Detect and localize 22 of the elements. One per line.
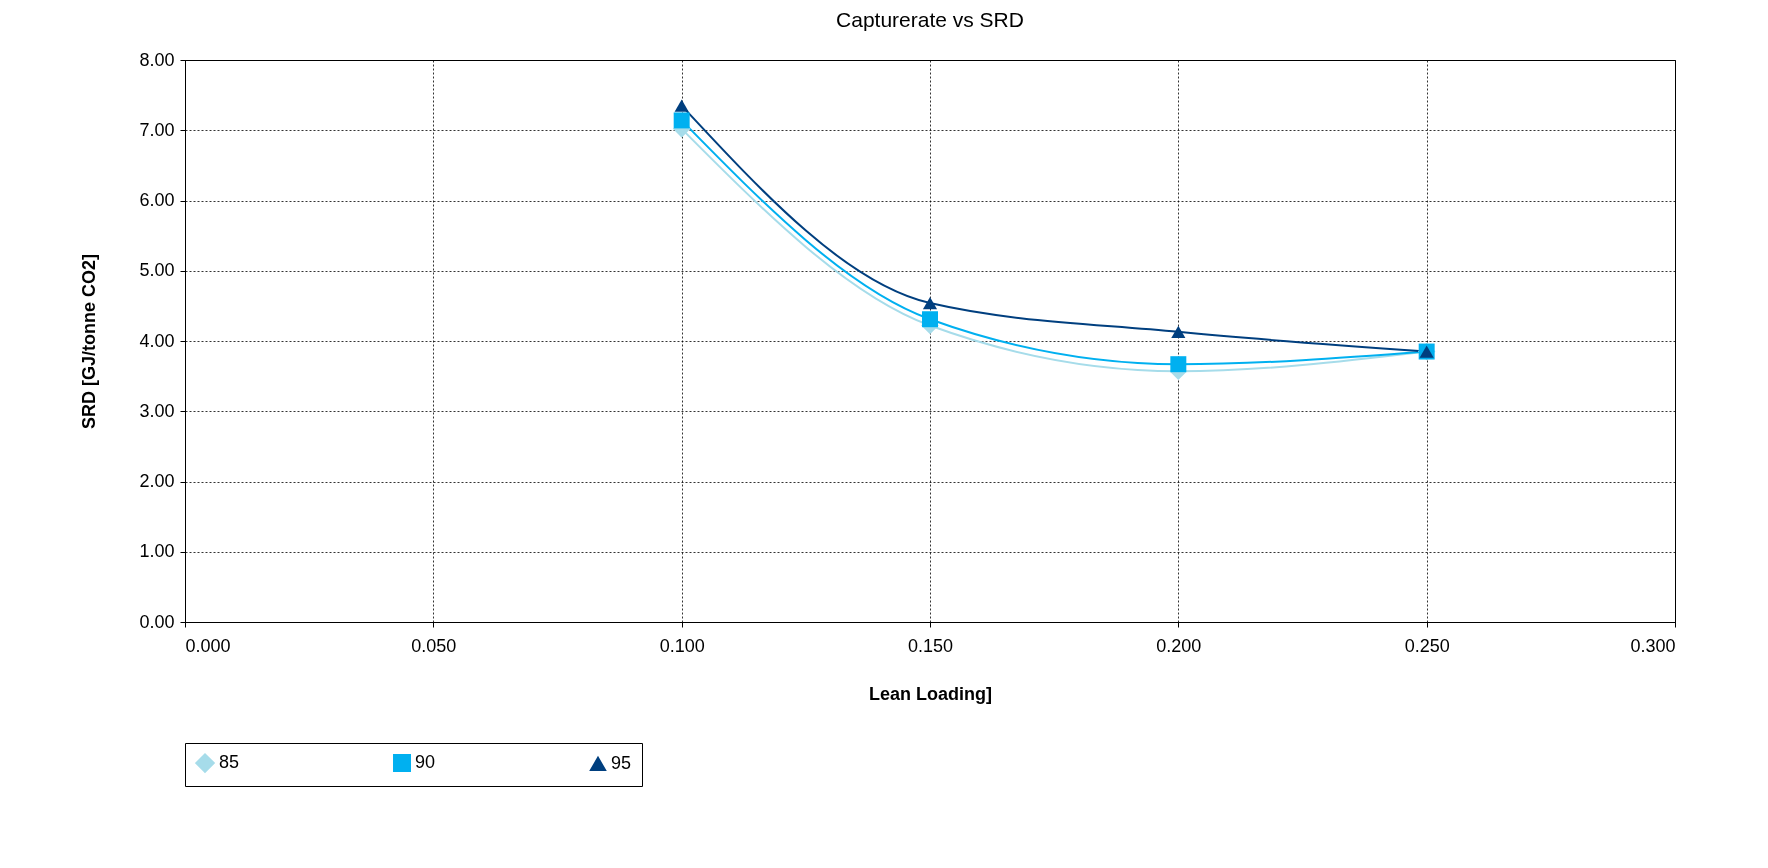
y-tick-label: 5.00 <box>139 260 175 281</box>
y-tick-label: 6.00 <box>139 190 175 210</box>
x-axis-title: Lean Loading] <box>869 683 992 704</box>
x-tick-label: 0.150 <box>907 635 954 656</box>
x-tick-label: 0.250 <box>1404 635 1450 656</box>
y-tick-label: 1.00 <box>139 541 175 562</box>
y-tick-label: 4.00 <box>139 330 175 351</box>
x-tick-label: 0.050 <box>411 635 457 656</box>
y-tick-label: 3.00 <box>139 400 175 421</box>
y-axis-title: SRD [GJ/tonne CO2] <box>79 253 100 430</box>
y-tick-label: 2.00 <box>139 471 175 491</box>
x-tick-label: 0.300 <box>1630 635 1676 656</box>
x-tick-label: 0.100 <box>659 635 705 656</box>
x-tick-label: 0.200 <box>1156 635 1202 656</box>
legend-label: 95 <box>611 752 632 773</box>
y-tick-label: 0.00 <box>139 611 175 632</box>
y-tick-label: 8.00 <box>139 49 175 70</box>
y-tick-label: 7.00 <box>139 119 175 140</box>
legend-label: 85 <box>219 752 240 773</box>
x-tick-label: 0.000 <box>185 635 231 656</box>
chart-title: Capturerate vs SRD <box>836 8 1024 31</box>
legend-label: 90 <box>415 752 436 773</box>
